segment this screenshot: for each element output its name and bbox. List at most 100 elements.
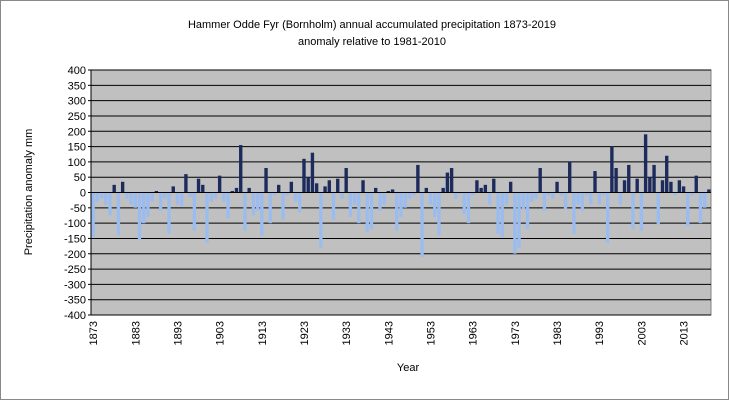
bar bbox=[158, 192, 163, 211]
bar bbox=[133, 192, 137, 208]
bar bbox=[618, 192, 623, 205]
bar bbox=[344, 168, 348, 193]
bar bbox=[369, 192, 374, 230]
y-tick-label: -250 bbox=[64, 264, 86, 276]
bar bbox=[137, 192, 142, 240]
bar bbox=[580, 192, 585, 211]
bar bbox=[555, 181, 559, 193]
x-tick-label: 1923 bbox=[299, 321, 311, 345]
y-tick-label: 250 bbox=[68, 111, 86, 123]
bar bbox=[352, 192, 357, 205]
bar bbox=[179, 192, 184, 207]
bar bbox=[563, 192, 568, 210]
bar bbox=[171, 186, 175, 193]
bar bbox=[479, 187, 483, 193]
y-tick-label: -400 bbox=[64, 310, 86, 322]
bar bbox=[230, 190, 234, 193]
bar bbox=[163, 192, 167, 199]
bar bbox=[142, 192, 146, 224]
bar bbox=[306, 177, 310, 193]
bar bbox=[538, 168, 542, 193]
bar bbox=[635, 178, 639, 193]
y-tick-label: 400 bbox=[68, 65, 86, 77]
bar bbox=[568, 161, 572, 193]
bar bbox=[374, 187, 378, 193]
bar bbox=[420, 192, 424, 257]
bar bbox=[319, 192, 323, 248]
bar bbox=[154, 190, 159, 193]
bar bbox=[116, 192, 121, 236]
bar bbox=[239, 145, 243, 193]
bar bbox=[462, 192, 466, 214]
bar bbox=[108, 192, 112, 216]
bar bbox=[694, 175, 698, 193]
bar bbox=[424, 187, 428, 193]
bar bbox=[209, 192, 213, 202]
bar bbox=[416, 164, 420, 193]
bar bbox=[251, 192, 256, 216]
bar bbox=[361, 180, 365, 193]
bar bbox=[639, 192, 644, 231]
bar bbox=[104, 192, 108, 205]
chart-title: Hammer Odde Fyr (Bornholm) annual accumu… bbox=[188, 19, 556, 31]
bar bbox=[281, 192, 285, 221]
bar bbox=[534, 192, 538, 199]
x-tick-label: 2003 bbox=[636, 321, 648, 345]
bar bbox=[390, 189, 395, 193]
bar bbox=[660, 180, 665, 193]
bar bbox=[504, 192, 509, 205]
bar bbox=[407, 192, 412, 199]
y-tick-label: -150 bbox=[64, 233, 86, 245]
chart-subtitle: anomaly relative to 1981-2010 bbox=[298, 36, 446, 48]
bar bbox=[298, 192, 302, 213]
bar bbox=[686, 192, 690, 227]
bar bbox=[521, 192, 525, 210]
bar bbox=[403, 192, 407, 208]
bar bbox=[302, 158, 306, 193]
bar bbox=[222, 192, 226, 202]
bar bbox=[648, 177, 652, 193]
bar bbox=[449, 168, 454, 193]
x-tick-label: 1913 bbox=[257, 321, 269, 345]
bar bbox=[690, 192, 694, 196]
bar bbox=[129, 192, 133, 205]
bar bbox=[454, 192, 458, 199]
bar bbox=[217, 175, 222, 193]
bar bbox=[631, 192, 635, 230]
bar bbox=[378, 192, 382, 211]
bar bbox=[530, 192, 534, 202]
bar bbox=[348, 192, 353, 217]
bar bbox=[656, 192, 660, 225]
x-tick-label: 1953 bbox=[426, 321, 438, 345]
bar bbox=[546, 192, 551, 196]
bar bbox=[702, 192, 707, 208]
bar bbox=[323, 186, 327, 193]
y-tick-label: -350 bbox=[64, 295, 86, 307]
x-tick-label: 2013 bbox=[679, 321, 691, 345]
y-tick-label: 300 bbox=[68, 96, 86, 108]
y-tick-label: 100 bbox=[68, 157, 86, 169]
bar bbox=[150, 192, 154, 202]
y-tick-label: 200 bbox=[68, 126, 86, 138]
bar bbox=[184, 174, 188, 193]
y-axis-label: Precipitation anomaly mm bbox=[23, 129, 35, 256]
bar bbox=[669, 181, 673, 193]
bar bbox=[496, 192, 500, 234]
x-tick-label: 1933 bbox=[341, 321, 353, 345]
bar bbox=[487, 192, 492, 205]
x-tick-label: 1983 bbox=[552, 321, 564, 345]
bar bbox=[99, 192, 104, 199]
bar bbox=[614, 168, 618, 193]
bar bbox=[234, 187, 239, 193]
bar bbox=[386, 190, 391, 193]
bar bbox=[483, 184, 488, 193]
x-axis-label: Year bbox=[397, 362, 420, 374]
bar bbox=[213, 192, 218, 199]
bar bbox=[201, 184, 205, 193]
bar bbox=[382, 192, 386, 205]
bar bbox=[192, 192, 197, 231]
x-tick-label: 1883 bbox=[130, 321, 142, 345]
y-tick-label: -200 bbox=[64, 249, 86, 261]
bar bbox=[167, 192, 171, 234]
bar bbox=[471, 192, 475, 196]
